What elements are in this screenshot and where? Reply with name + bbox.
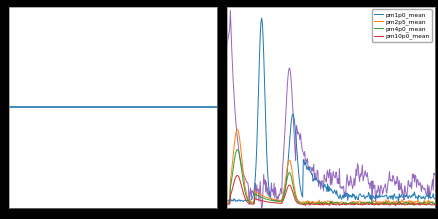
Legend: pm1p0_mean, pm2p5_mean, pm4p0_mean, pm10p0_mean: pm1p0_mean, pm2p5_mean, pm4p0_mean, pm10… xyxy=(371,9,431,42)
pm2p5_mean xyxy=(413,200,418,203)
pm10p0_mean xyxy=(348,203,353,206)
pm1p0_mean xyxy=(347,194,353,197)
pm2p5_mean xyxy=(387,204,392,206)
pm2p5_mean xyxy=(351,200,357,203)
pm4p0_mean xyxy=(413,202,418,205)
pm4p0_mean xyxy=(431,203,436,205)
pm10p0_mean xyxy=(400,203,405,205)
pm4p0_mean xyxy=(351,202,357,204)
pm4p0_mean xyxy=(224,202,230,205)
pm1p0_mean xyxy=(348,194,353,197)
pm2p5_mean xyxy=(400,200,405,203)
Line: pm4p0_mean: pm4p0_mean xyxy=(226,150,434,205)
pm4p0_mean xyxy=(410,204,416,207)
pm1p0_mean xyxy=(224,199,229,202)
pm10p0_mean xyxy=(224,203,229,205)
pm2p5_mean xyxy=(224,201,230,204)
pm10p0_mean xyxy=(234,174,240,177)
pm10p0_mean xyxy=(347,202,353,204)
pm10p0_mean xyxy=(431,203,436,206)
pm4p0_mean xyxy=(348,201,353,204)
pm2p5_mean xyxy=(431,203,436,205)
pm1p0_mean xyxy=(258,17,264,19)
pm1p0_mean xyxy=(413,196,418,198)
pm2p5_mean xyxy=(224,201,229,204)
pm4p0_mean xyxy=(224,202,229,205)
pm1p0_mean xyxy=(224,199,230,202)
Line: pm2p5_mean: pm2p5_mean xyxy=(226,129,434,205)
Line: pm1p0_mean: pm1p0_mean xyxy=(226,18,434,203)
pm10p0_mean xyxy=(351,203,357,205)
pm2p5_mean xyxy=(348,201,353,204)
pm10p0_mean xyxy=(392,204,397,207)
pm10p0_mean xyxy=(413,203,418,205)
pm4p0_mean xyxy=(347,203,353,205)
pm1p0_mean xyxy=(395,201,400,204)
pm2p5_mean xyxy=(347,202,353,205)
pm4p0_mean xyxy=(399,203,404,206)
pm1p0_mean xyxy=(400,195,405,198)
pm10p0_mean xyxy=(224,203,230,205)
Line: pm10p0_mean: pm10p0_mean xyxy=(226,175,434,206)
pm2p5_mean xyxy=(234,128,240,131)
pm4p0_mean xyxy=(234,148,240,151)
pm1p0_mean xyxy=(431,198,436,200)
pm1p0_mean xyxy=(351,196,357,198)
